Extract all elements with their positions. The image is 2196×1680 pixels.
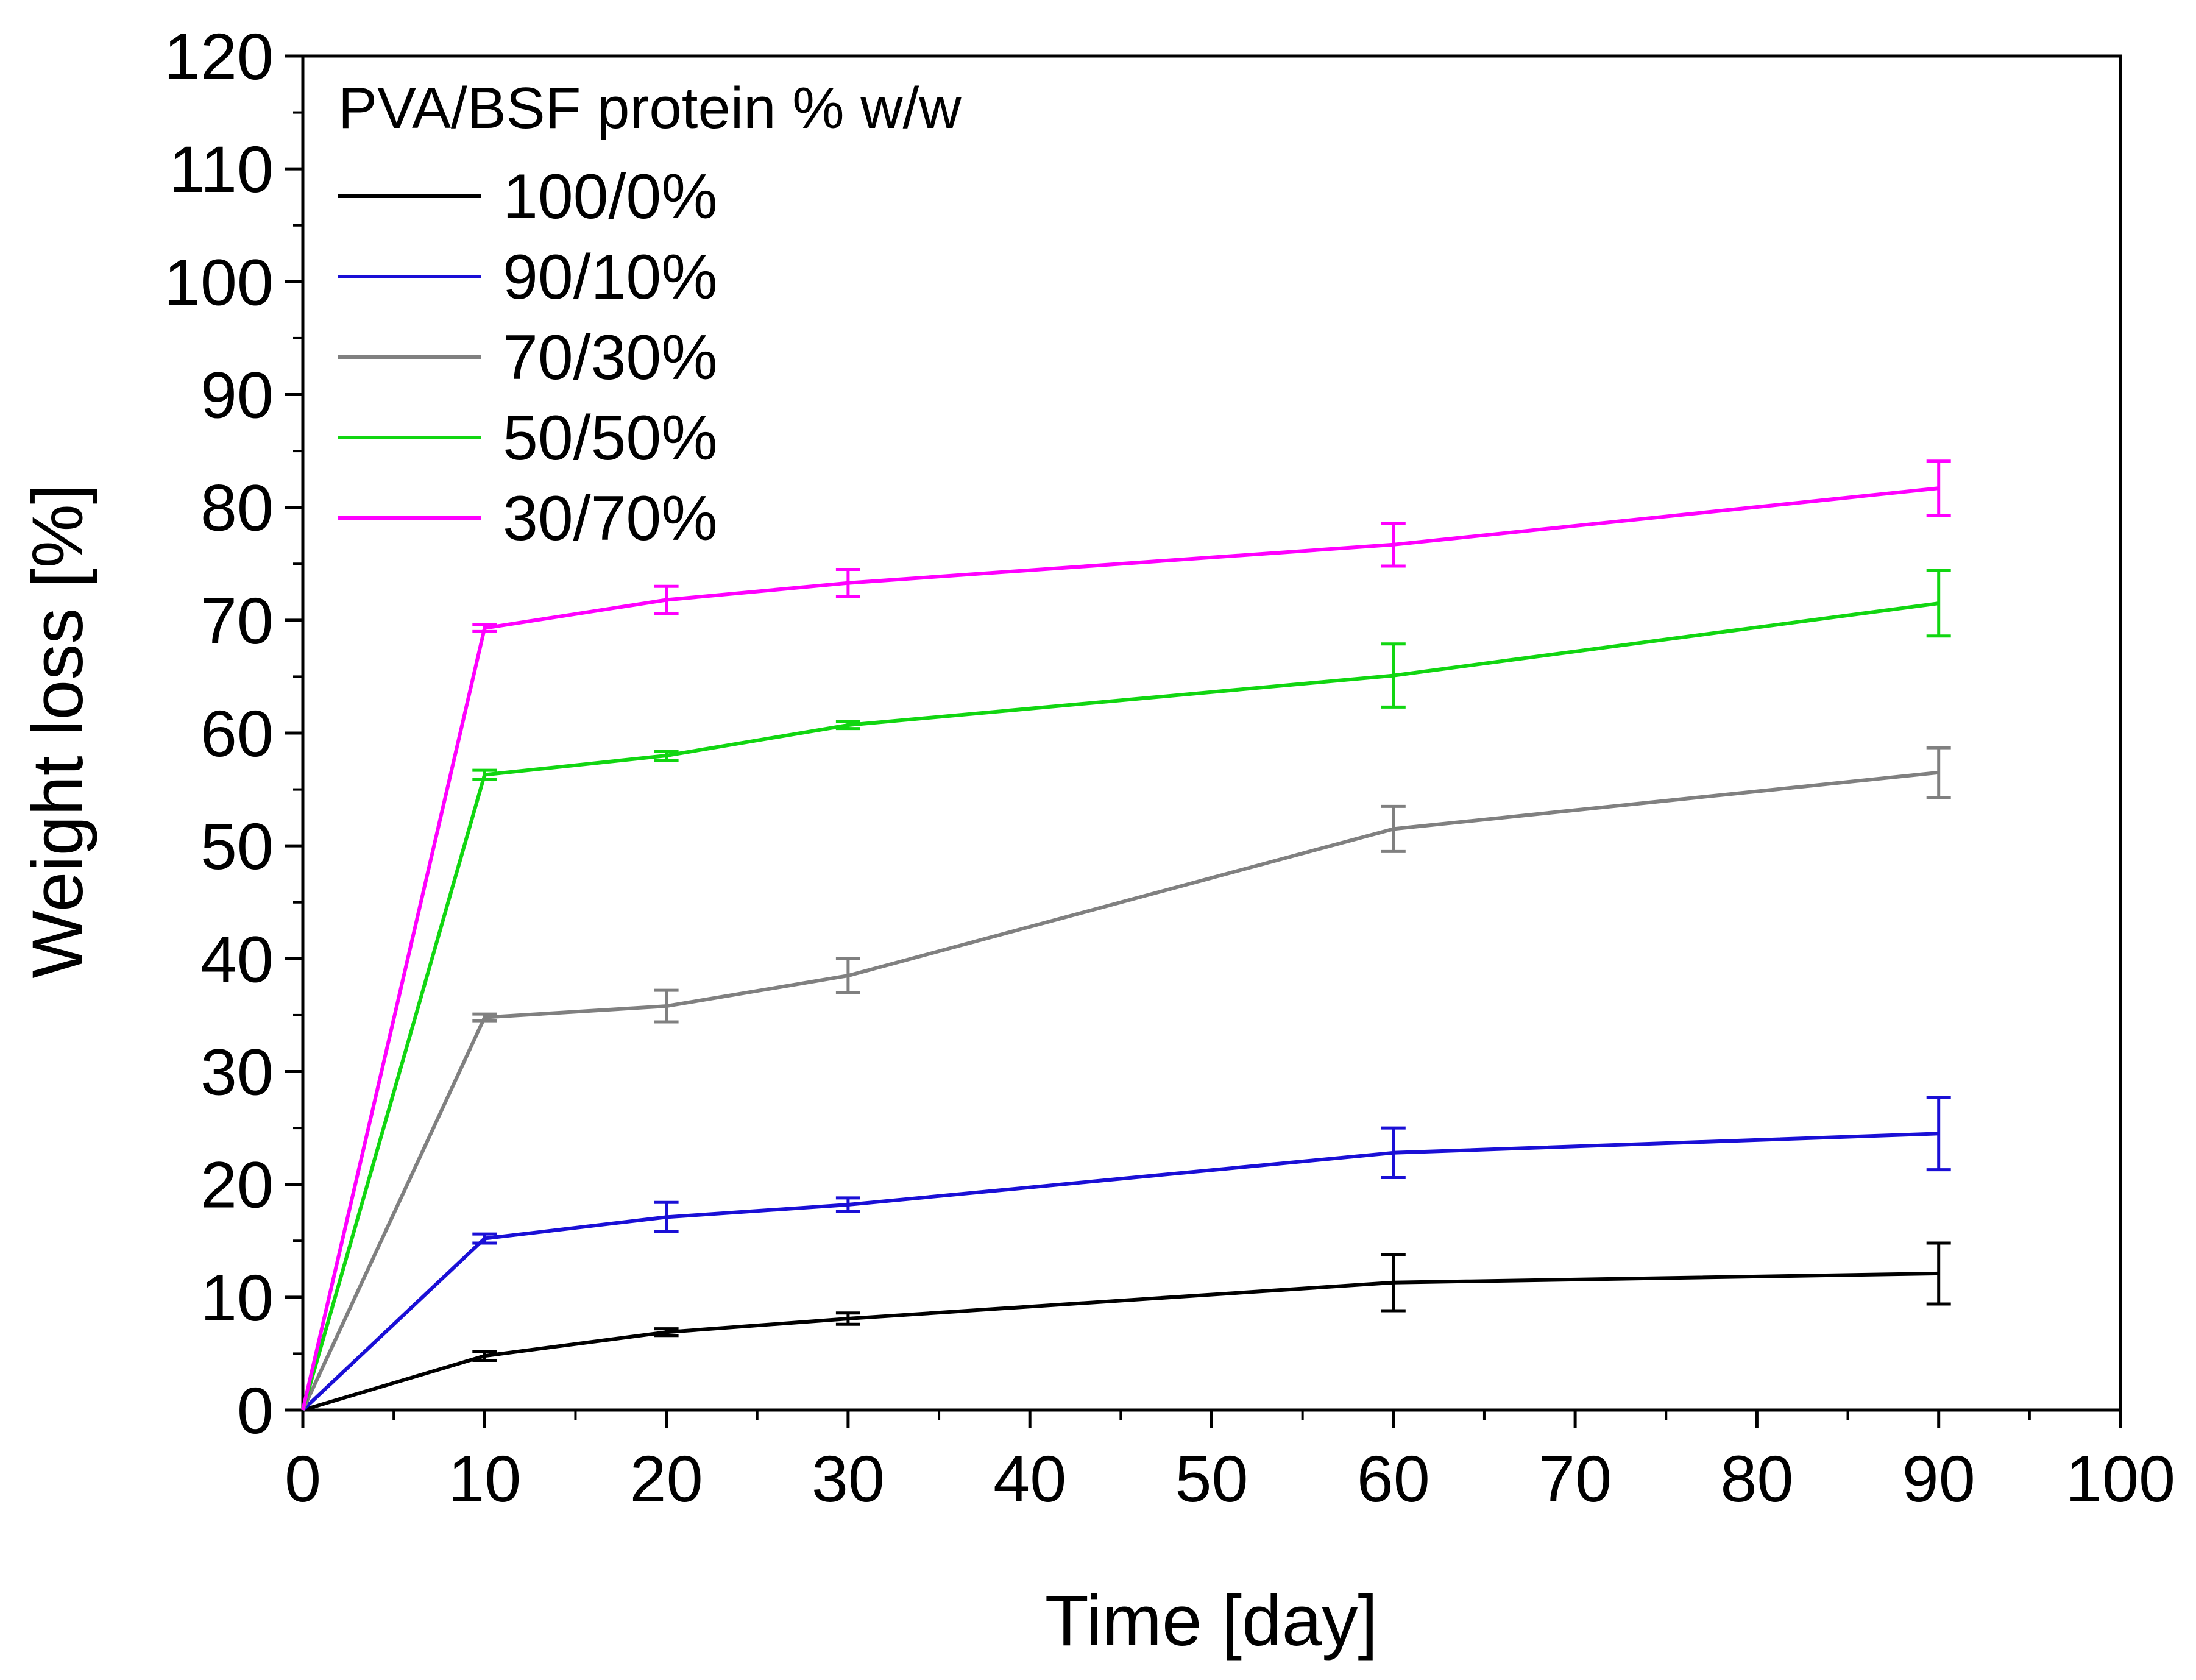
x-tick-label: 20 xyxy=(630,1442,703,1515)
series-line xyxy=(302,1271,1939,1412)
error-bar xyxy=(1926,459,1951,517)
error-bar xyxy=(1926,569,1951,638)
series-line xyxy=(301,601,1939,1411)
series-lines xyxy=(301,459,1951,1412)
error-bar xyxy=(1926,746,1951,799)
series-2 xyxy=(301,1096,1951,1412)
x-axis-title: Time [day] xyxy=(1045,1581,1378,1661)
y-tick-label: 40 xyxy=(200,922,274,996)
series-line xyxy=(301,1132,1939,1412)
error-bar xyxy=(835,568,860,598)
error-bar xyxy=(1381,1252,1406,1313)
error-bar xyxy=(1381,1126,1406,1180)
error-bar xyxy=(1381,642,1406,709)
x-tick-label: 60 xyxy=(1357,1442,1430,1515)
error-bar xyxy=(654,584,679,615)
error-bar xyxy=(472,1232,497,1245)
x-tick-label: 0 xyxy=(285,1442,321,1515)
y-axis-ticks: 0 10 20 30 40 50 60 70 80 90 100 110 120 xyxy=(164,19,303,1447)
legend-label: 100/0% xyxy=(503,161,718,232)
y-tick-label: 50 xyxy=(200,809,274,883)
x-tick-label: 30 xyxy=(812,1442,885,1515)
error-bar xyxy=(654,1200,679,1233)
error-bar xyxy=(472,1350,497,1363)
legend-item: 70/30% xyxy=(338,322,718,393)
series-line xyxy=(301,486,1939,1411)
y-tick-label: 60 xyxy=(200,696,274,770)
error-bar xyxy=(472,1012,497,1023)
legend-label: 30/70% xyxy=(503,483,718,554)
error-bar xyxy=(472,768,497,781)
y-tick-label: 110 xyxy=(169,132,274,206)
legend-item: 100/0% xyxy=(338,161,718,232)
error-bar xyxy=(1926,1096,1951,1172)
x-tick-label: 100 xyxy=(2066,1442,2175,1515)
error-bar xyxy=(835,1196,860,1213)
legend-label: 90/10% xyxy=(503,242,718,313)
error-bar xyxy=(654,750,679,762)
series-line xyxy=(301,770,1939,1411)
error-bar xyxy=(835,957,860,994)
error-bar xyxy=(654,988,679,1024)
y-tick-label: 10 xyxy=(200,1261,274,1334)
legend-item: 30/70% xyxy=(338,483,718,554)
error-bar xyxy=(1381,804,1406,853)
y-tick-label: 80 xyxy=(200,471,274,545)
error-bar xyxy=(835,1311,860,1326)
legend-title: PVA/BSF protein % w/w xyxy=(338,76,962,141)
y-axis-title: Weight loss [%] xyxy=(18,484,98,978)
y-tick-label: 100 xyxy=(164,245,274,319)
x-tick-label: 40 xyxy=(993,1442,1066,1515)
legend: PVA/BSF protein % w/w 100/0% 90/10% 70/30%… xyxy=(338,76,962,554)
error-bar xyxy=(1926,1241,1951,1306)
x-tick-label: 10 xyxy=(448,1442,521,1515)
y-tick-label: 0 xyxy=(237,1373,274,1447)
error-bar xyxy=(654,1327,679,1338)
legend-item: 50/50% xyxy=(338,403,718,473)
y-tick-label: 120 xyxy=(164,19,274,93)
series-4 xyxy=(301,569,1951,1411)
x-tick-label: 80 xyxy=(1720,1442,1793,1515)
error-bar xyxy=(835,720,860,731)
x-tick-label: 90 xyxy=(1902,1442,1975,1515)
series-5 xyxy=(301,459,1951,1411)
error-bar xyxy=(472,623,497,633)
legend-label: 70/30% xyxy=(503,322,718,393)
series-1 xyxy=(302,1241,1951,1412)
x-tick-label: 50 xyxy=(1175,1442,1248,1515)
legend-item: 90/10% xyxy=(338,242,718,313)
y-tick-label: 30 xyxy=(200,1035,274,1109)
y-tick-label: 70 xyxy=(200,584,274,657)
series-3 xyxy=(301,746,1951,1411)
x-tick-label: 70 xyxy=(1539,1442,1612,1515)
y-tick-label: 90 xyxy=(200,358,274,432)
y-tick-label: 20 xyxy=(200,1148,274,1222)
x-axis-ticks: 0 10 20 30 40 50 60 70 80 90 100 xyxy=(285,1410,2175,1515)
error-bar xyxy=(1381,522,1406,568)
legend-label: 50/50% xyxy=(503,403,718,473)
